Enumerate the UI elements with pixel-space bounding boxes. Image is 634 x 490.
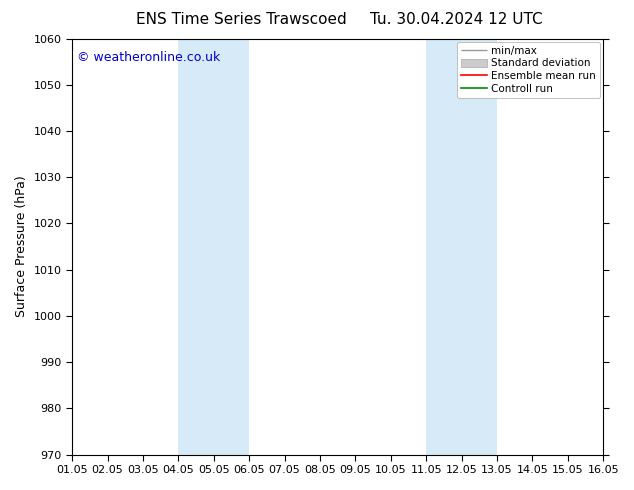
Text: ENS Time Series Trawscoed: ENS Time Series Trawscoed	[136, 12, 346, 27]
Text: Tu. 30.04.2024 12 UTC: Tu. 30.04.2024 12 UTC	[370, 12, 543, 27]
Legend: min/max, Standard deviation, Ensemble mean run, Controll run: min/max, Standard deviation, Ensemble me…	[456, 42, 600, 98]
Text: © weatheronline.co.uk: © weatheronline.co.uk	[77, 51, 221, 64]
Bar	[178, 39, 249, 455]
Bar	[426, 39, 497, 455]
Y-axis label: Surface Pressure (hPa): Surface Pressure (hPa)	[15, 176, 28, 318]
